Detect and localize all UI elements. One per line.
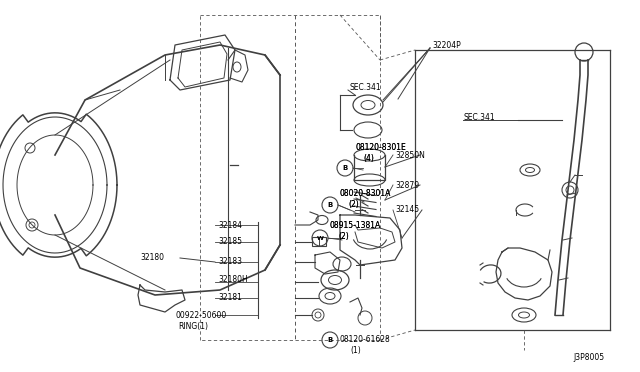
Text: (2): (2) <box>348 199 359 208</box>
Text: (4): (4) <box>363 154 374 164</box>
Text: RING(1): RING(1) <box>178 323 208 331</box>
Text: 32180H: 32180H <box>218 276 248 285</box>
Text: 32879: 32879 <box>395 180 419 189</box>
Text: B: B <box>328 337 333 343</box>
Text: 00922-50600: 00922-50600 <box>175 311 227 320</box>
Text: 32145: 32145 <box>395 205 419 215</box>
Text: (2): (2) <box>338 232 349 241</box>
Text: 32180: 32180 <box>140 253 164 263</box>
Text: (4): (4) <box>363 154 374 164</box>
Text: SEC.341: SEC.341 <box>464 113 495 122</box>
Text: B: B <box>328 202 333 208</box>
Text: 32184: 32184 <box>218 221 242 230</box>
Text: 08915-1381A: 08915-1381A <box>330 221 381 231</box>
Text: 32850N: 32850N <box>395 151 425 160</box>
Text: 32204P: 32204P <box>432 41 461 49</box>
Text: 08120-61628: 08120-61628 <box>340 336 391 344</box>
Text: 08120-8301E: 08120-8301E <box>355 144 406 153</box>
Text: 08120-8301E: 08120-8301E <box>355 144 406 153</box>
Text: (2): (2) <box>338 232 349 241</box>
Text: 08020-8301A: 08020-8301A <box>340 189 392 198</box>
Text: (1): (1) <box>350 346 361 356</box>
Text: W: W <box>317 235 323 241</box>
Text: 32181: 32181 <box>218 294 242 302</box>
Text: B: B <box>342 165 348 171</box>
Text: 08915-1381A: 08915-1381A <box>330 221 381 231</box>
Text: (2): (2) <box>348 199 359 208</box>
Text: 08020-8301A: 08020-8301A <box>340 189 392 198</box>
Text: SEC.341: SEC.341 <box>350 83 381 93</box>
Text: 32185: 32185 <box>218 237 242 247</box>
Bar <box>312 237 326 246</box>
Text: J3P8005: J3P8005 <box>573 353 604 362</box>
Text: 32183: 32183 <box>218 257 242 266</box>
